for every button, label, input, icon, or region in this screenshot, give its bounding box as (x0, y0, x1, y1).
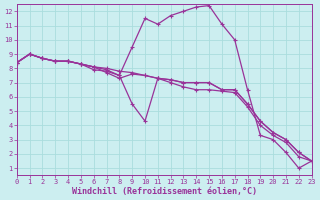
X-axis label: Windchill (Refroidissement éolien,°C): Windchill (Refroidissement éolien,°C) (72, 187, 257, 196)
